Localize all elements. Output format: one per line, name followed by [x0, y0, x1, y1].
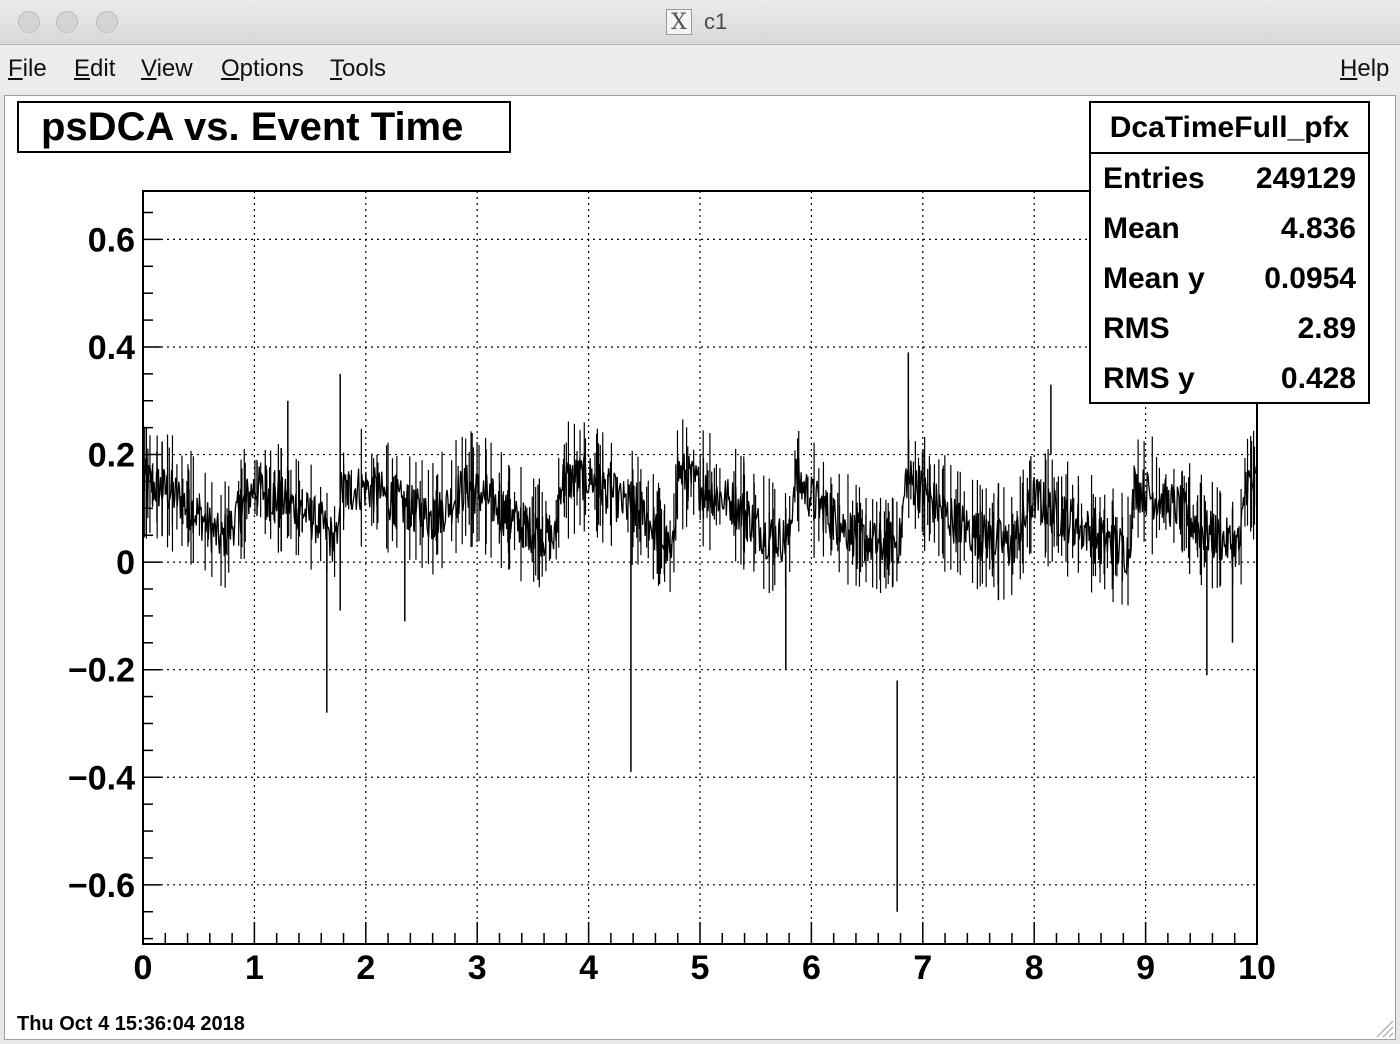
x-tick-label: 9 — [1136, 949, 1155, 987]
close-window-button[interactable] — [18, 11, 40, 33]
window-title-text: c1 — [704, 9, 728, 34]
stat-label: Mean y — [1103, 262, 1205, 295]
y-tick-label: 0.2 — [88, 437, 135, 475]
stat-row-mean-y: Mean y 0.0954 — [1091, 254, 1368, 304]
x-tick-label: 3 — [468, 949, 487, 987]
menu-edit[interactable]: Edit — [74, 55, 116, 82]
x-tick-label: 7 — [913, 949, 932, 987]
stat-row-rms: RMS 2.89 — [1091, 304, 1368, 354]
y-tick-label: 0 — [116, 544, 135, 582]
x11-icon: X — [666, 9, 692, 35]
plot-canvas[interactable]: 0 1 2 3 4 5 6 7 8 9 10 0.6 0.4 0.2 0 −0.2 −0.4 −0.6 psDCA… — [4, 95, 1396, 1040]
y-tick-label: 0.6 — [88, 221, 135, 259]
menu-bar: File Edit View Options Tools Help — [0, 45, 1400, 93]
minimize-window-button[interactable] — [56, 11, 78, 33]
x-tick-label: 5 — [691, 949, 710, 987]
y-tick-label: 0.4 — [88, 329, 135, 367]
stat-label: RMS — [1103, 312, 1170, 345]
x-tick-label: 10 — [1238, 949, 1276, 987]
window-title: X c1 — [666, 8, 727, 36]
stat-label: Entries — [1103, 162, 1205, 195]
stat-row-rms-y: RMS y 0.428 — [1091, 354, 1368, 404]
menu-tools[interactable]: Tools — [330, 55, 387, 82]
y-tick-label: −0.6 — [68, 867, 135, 905]
window-titlebar: X c1 — [0, 0, 1400, 45]
x-tick-label: 1 — [245, 949, 264, 987]
zoom-window-button[interactable] — [96, 11, 118, 33]
x-tick-label: 8 — [1025, 949, 1044, 987]
menu-help[interactable]: Help — [1340, 55, 1390, 82]
stat-value: 2.89 — [1297, 312, 1356, 345]
stat-value: 0.0954 — [1264, 262, 1356, 295]
y-tick-label: −0.4 — [68, 759, 135, 797]
menu-view[interactable]: View — [141, 55, 193, 82]
stat-label: RMS y — [1103, 362, 1195, 395]
menu-options[interactable]: Options — [221, 55, 304, 82]
stats-histogram-name: DcaTimeFull_pfx — [1091, 103, 1368, 154]
plot-title-text: psDCA vs. Event Time — [41, 104, 464, 149]
x-tick-label: 4 — [579, 949, 598, 987]
menu-file[interactable]: File — [8, 55, 47, 82]
canvas-timestamp: Thu Oct 4 15:36:04 2018 — [17, 1013, 245, 1035]
stat-row-mean: Mean 4.836 — [1091, 204, 1368, 254]
stat-value: 0.428 — [1280, 362, 1356, 395]
stats-box[interactable]: DcaTimeFull_pfx Entries 249129 Mean 4.83… — [1089, 101, 1370, 404]
resize-grip-icon[interactable] — [1371, 1015, 1395, 1039]
stat-row-entries: Entries 249129 — [1091, 154, 1368, 204]
x-tick-label: 6 — [802, 949, 821, 987]
chart-svg: 0 1 2 3 4 5 6 7 8 9 10 0.6 0.4 0.2 0 −0.2 −0.4 −0.6 — [68, 190, 1276, 987]
stat-value: 4.836 — [1280, 212, 1356, 245]
x-tick-label: 2 — [356, 949, 375, 987]
stat-label: Mean — [1103, 212, 1180, 245]
x-tick-label: 0 — [134, 949, 153, 987]
y-tick-label: −0.2 — [68, 652, 135, 690]
stat-value: 249129 — [1255, 162, 1356, 195]
plot-title[interactable]: psDCA vs. Event Time — [17, 101, 511, 153]
